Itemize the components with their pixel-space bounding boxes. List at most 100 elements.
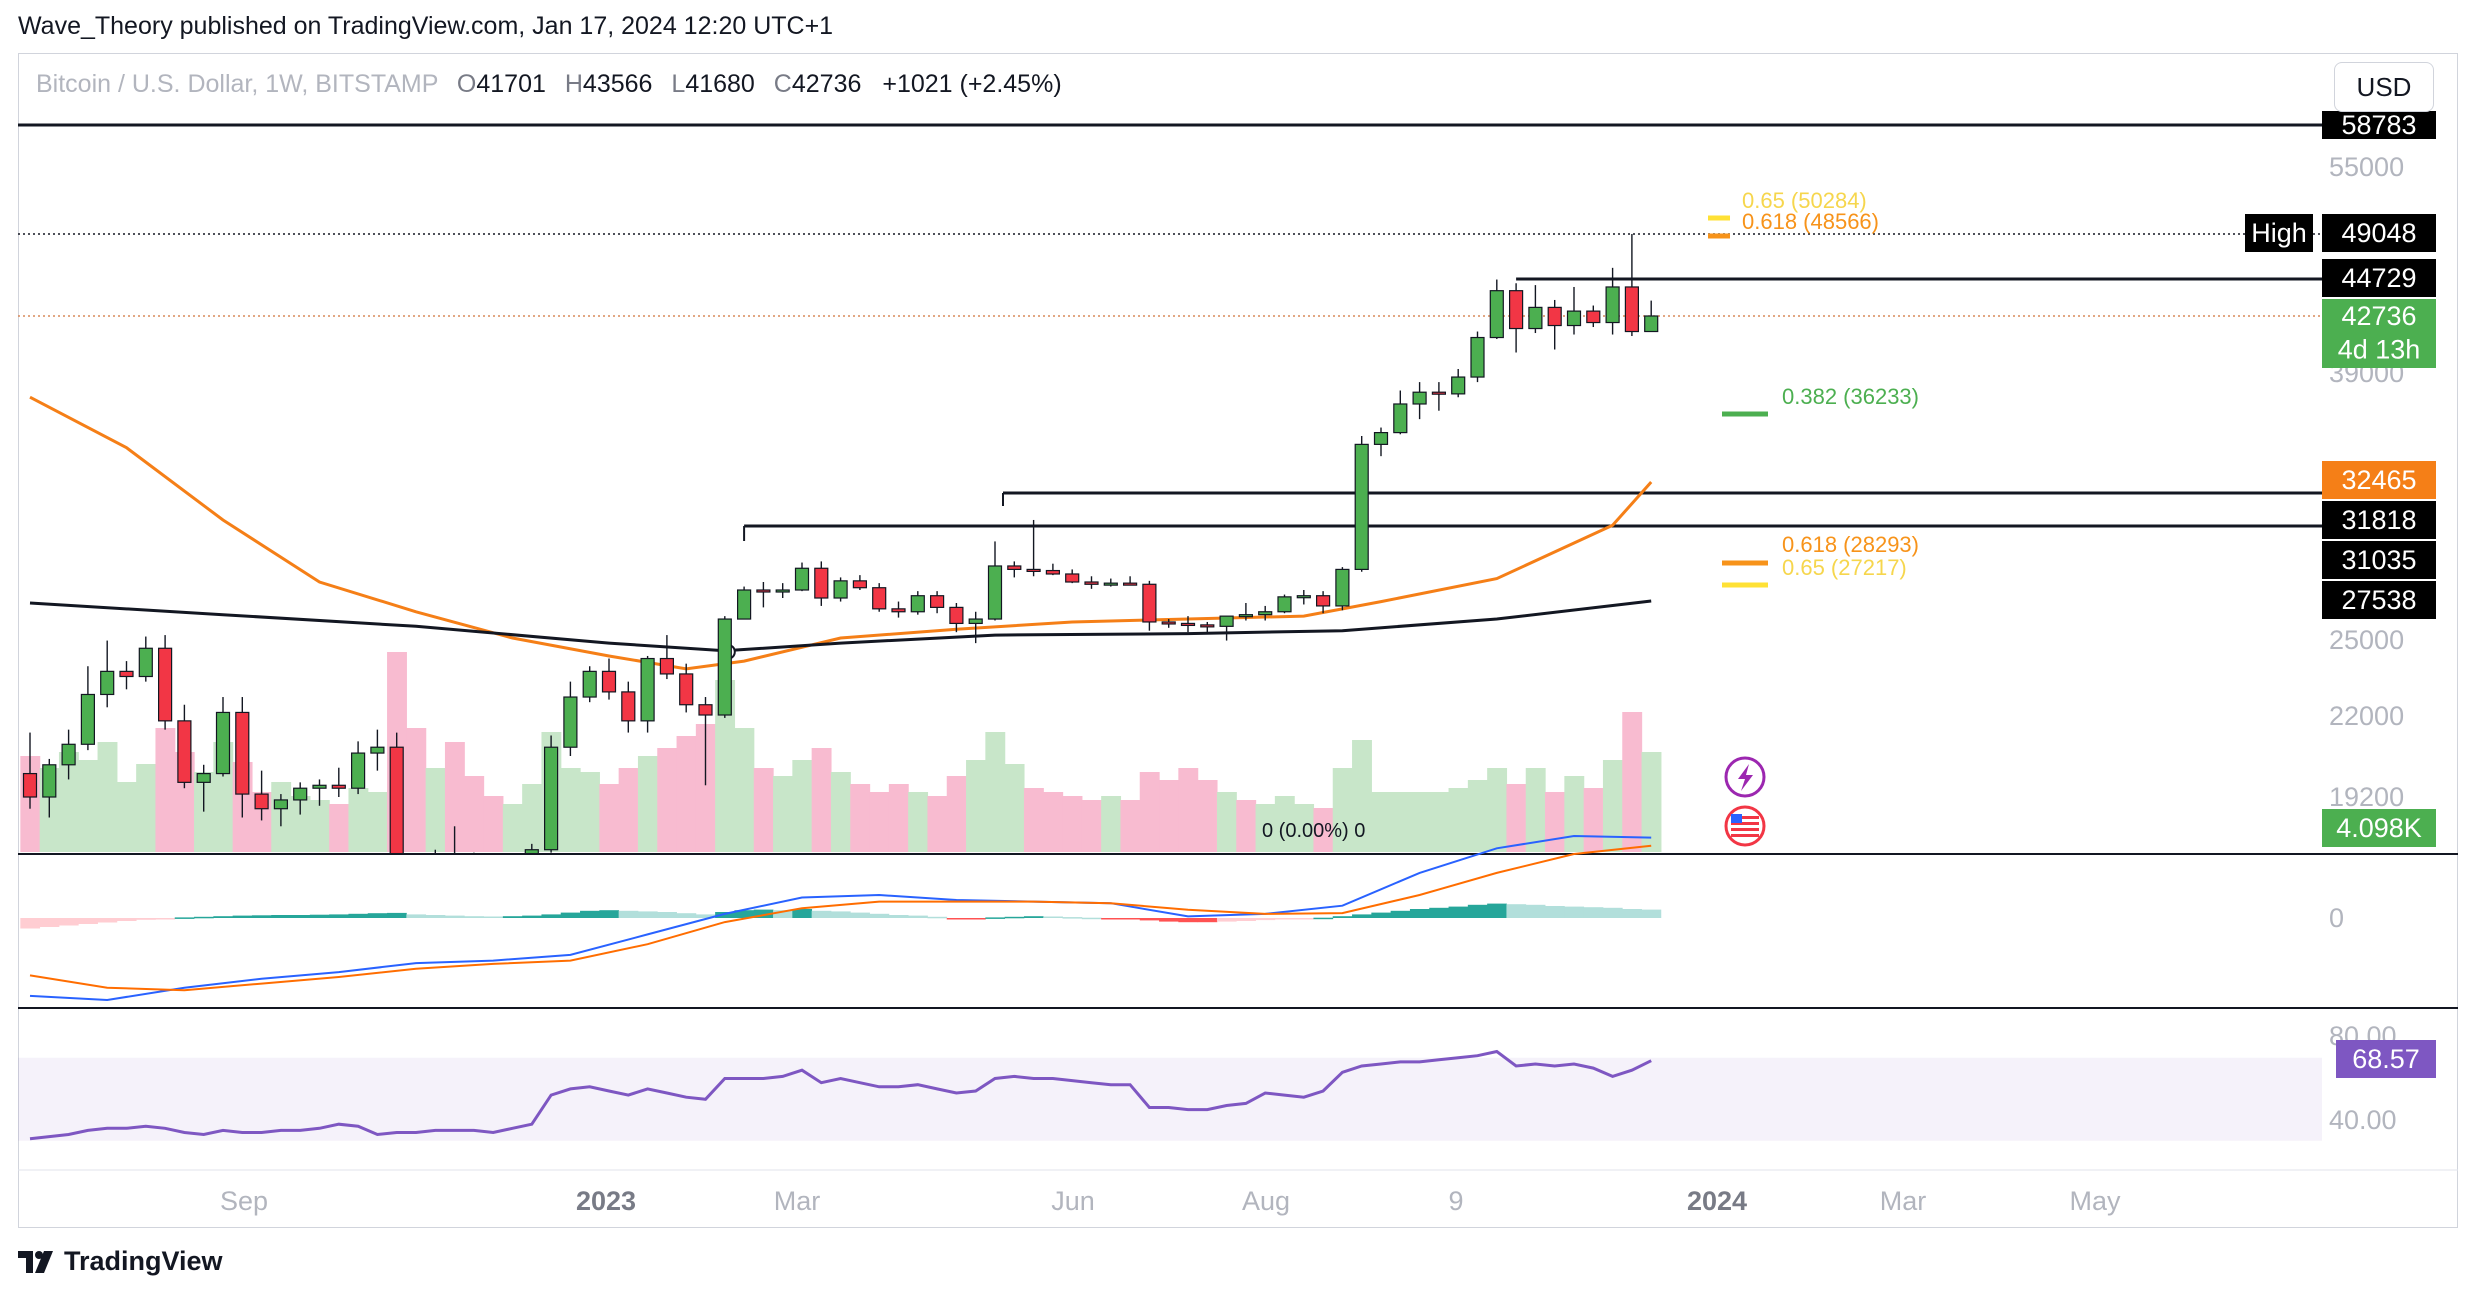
macd-hist-bar bbox=[329, 914, 349, 918]
volume-note: 0 (0.00%) 0 bbox=[1262, 820, 1365, 842]
macd-hist-bar bbox=[116, 918, 137, 921]
candle-body bbox=[138, 647, 153, 678]
volume-bar bbox=[1178, 768, 1199, 852]
volume-bar bbox=[1294, 804, 1315, 852]
volume-bar bbox=[290, 796, 311, 852]
volume-bar bbox=[1448, 788, 1469, 852]
macd-hist-bar bbox=[425, 915, 446, 918]
ma-black-line bbox=[29, 599, 1652, 653]
macd-hist-bar bbox=[985, 917, 1006, 919]
candle-body bbox=[949, 606, 964, 625]
macd-hist-bar bbox=[734, 910, 755, 918]
candle-body bbox=[1200, 624, 1215, 628]
candle-body bbox=[1335, 568, 1350, 607]
candle-body bbox=[1103, 582, 1118, 586]
brand-footer[interactable]: TradingView bbox=[18, 1246, 223, 1277]
symbol-legend: Bitcoin / U.S. Dollar, 1W, BITSTAMP O417… bbox=[36, 70, 1062, 99]
candle-body bbox=[1624, 286, 1640, 333]
volume-bar bbox=[1622, 712, 1643, 852]
price-label-bg bbox=[2322, 331, 2436, 368]
currency-button[interactable]: USD bbox=[2334, 62, 2434, 112]
rsi-value-text: 68.57 bbox=[2352, 1044, 2420, 1074]
price-axis-tick: 55000 bbox=[2329, 152, 2404, 182]
macd-hist-bar bbox=[888, 915, 909, 918]
macd-hist-bar bbox=[1139, 918, 1160, 921]
volume-bar bbox=[1332, 768, 1353, 852]
candle-body bbox=[1393, 403, 1408, 434]
price-label-text: 44729 bbox=[2341, 263, 2416, 293]
price-label-text: 42736 bbox=[2341, 301, 2416, 331]
price-label-text: 32465 bbox=[2341, 465, 2416, 495]
brand-name: TradingView bbox=[64, 1246, 223, 1276]
candle-body bbox=[1451, 376, 1466, 395]
volume-bar bbox=[1525, 768, 1546, 852]
candle-body bbox=[987, 565, 1003, 620]
candle-body bbox=[506, 870, 519, 873]
volume-bar bbox=[946, 776, 967, 852]
flag-icon bbox=[1724, 805, 1766, 847]
macd-hist-bar bbox=[695, 914, 716, 918]
volume-bar bbox=[1023, 788, 1044, 852]
macd-hist-bar bbox=[637, 911, 658, 918]
candle-body bbox=[100, 670, 115, 696]
volume-bar bbox=[502, 804, 523, 852]
volume-bar bbox=[136, 764, 157, 852]
volume-bar bbox=[1101, 796, 1122, 852]
price-label-text: 4d 13h bbox=[2338, 335, 2421, 365]
candle-body bbox=[1258, 611, 1273, 616]
candle-body bbox=[1412, 391, 1427, 405]
macd-hist-bar bbox=[1525, 904, 1546, 918]
tradingview-logo-icon bbox=[18, 1250, 53, 1273]
candle-body bbox=[158, 647, 173, 722]
volume-bar bbox=[966, 760, 986, 852]
macd-hist-bar bbox=[1429, 907, 1449, 918]
candle-body bbox=[1431, 391, 1447, 395]
candle-body bbox=[891, 608, 906, 613]
publisher-line: Wave_Theory published on TradingView.com… bbox=[18, 12, 834, 40]
macd-hist-bar bbox=[194, 916, 214, 919]
candle-body bbox=[543, 746, 559, 851]
volume-bar bbox=[522, 784, 543, 852]
high-value: 43566 bbox=[582, 70, 653, 98]
time-axis-tick: Sep bbox=[220, 1186, 268, 1216]
candle-body bbox=[929, 595, 945, 608]
candle-body bbox=[1566, 310, 1582, 327]
candle-body bbox=[1296, 595, 1311, 599]
volume-bar bbox=[1313, 808, 1334, 852]
volume-bar bbox=[1255, 804, 1276, 852]
volume-label-bg bbox=[2322, 809, 2436, 847]
macd-hist-bar bbox=[1120, 918, 1141, 920]
price-label-bg bbox=[2322, 259, 2436, 297]
macd-hist-bar bbox=[1332, 916, 1353, 918]
volume-bar bbox=[1409, 792, 1430, 852]
fib-level-label: 0.618 (48566) bbox=[1742, 209, 1879, 234]
macd-hist-bar bbox=[1081, 917, 1102, 920]
volume-bar bbox=[329, 804, 350, 852]
candle-body bbox=[312, 784, 327, 789]
candle-body bbox=[429, 859, 442, 868]
candle-body bbox=[524, 849, 539, 854]
price-label-text: 31035 bbox=[2341, 545, 2416, 575]
macd-hist-bar bbox=[1467, 904, 1488, 918]
macd-hist-bar bbox=[1197, 918, 1218, 923]
candle-body bbox=[1586, 310, 1601, 324]
macd-hist-bar bbox=[1390, 910, 1411, 918]
candle-body bbox=[61, 743, 76, 766]
candle-body bbox=[235, 711, 250, 795]
macd-hist-bar bbox=[1371, 912, 1392, 918]
volume-bar bbox=[811, 748, 832, 852]
candle-body bbox=[601, 670, 617, 693]
candle-body bbox=[968, 618, 983, 625]
volume-bar bbox=[599, 784, 620, 852]
macd-hist-bar bbox=[232, 915, 253, 918]
candle-body bbox=[1161, 621, 1176, 625]
volume-bar bbox=[406, 728, 427, 852]
candle-body bbox=[833, 580, 848, 599]
volume-bar bbox=[1371, 792, 1392, 852]
macd-hist-bar bbox=[444, 915, 465, 918]
macd-hist-bar bbox=[1506, 904, 1527, 918]
time-axis-tick: 2024 bbox=[1687, 1186, 1747, 1216]
price-label-bg bbox=[2245, 214, 2313, 252]
price-label-bg bbox=[2322, 581, 2436, 619]
